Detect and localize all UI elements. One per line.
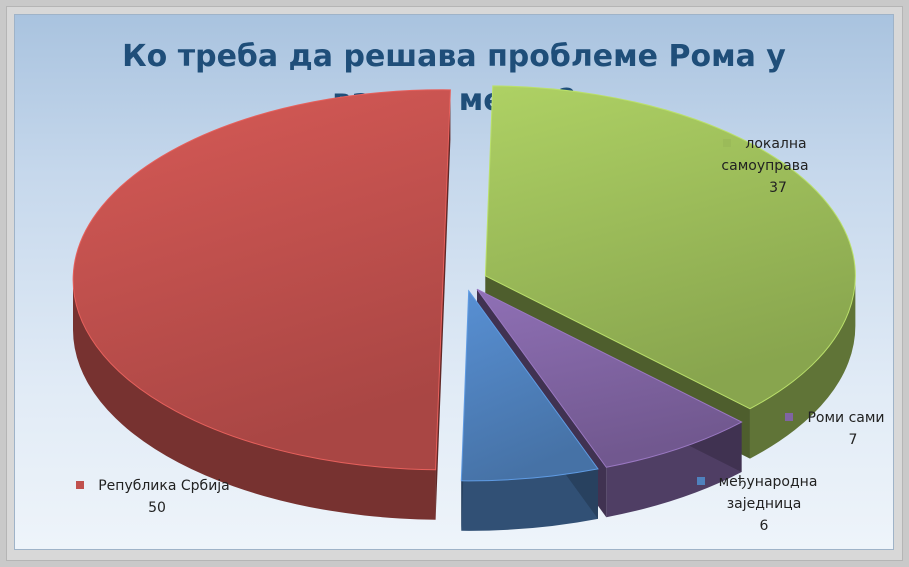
swatch-republika — [76, 481, 84, 489]
label-romi: Роми сами 7 — [775, 407, 895, 451]
label-medjunarodna-line-1: међународна — [719, 474, 818, 490]
label-lokalna-line-1: локална — [745, 136, 806, 152]
label-romi-value: 7 — [775, 429, 895, 451]
label-lokalna: локална самоуправа 37 — [705, 133, 825, 199]
label-lokalna-value: 37 — [705, 177, 825, 199]
label-lokalna-line-2: самоуправа — [705, 155, 825, 177]
label-medjunarodna: међународна заједница 6 — [687, 471, 827, 537]
swatch-medjunarodna — [697, 477, 705, 485]
label-republika-value: 50 — [53, 497, 253, 519]
swatch-lokalna — [723, 139, 731, 147]
swatch-romi — [785, 413, 793, 421]
label-republika-line-1: Република Србија — [98, 478, 230, 494]
label-medjunarodna-line-2: заједница — [687, 493, 827, 515]
label-republika: Република Србија 50 — [53, 475, 253, 519]
label-romi-line-1: Роми сами — [807, 410, 884, 426]
label-medjunarodna-value: 6 — [687, 515, 827, 537]
chart-area: Ко треба да решава проблеме Рома у вашем… — [14, 14, 894, 550]
